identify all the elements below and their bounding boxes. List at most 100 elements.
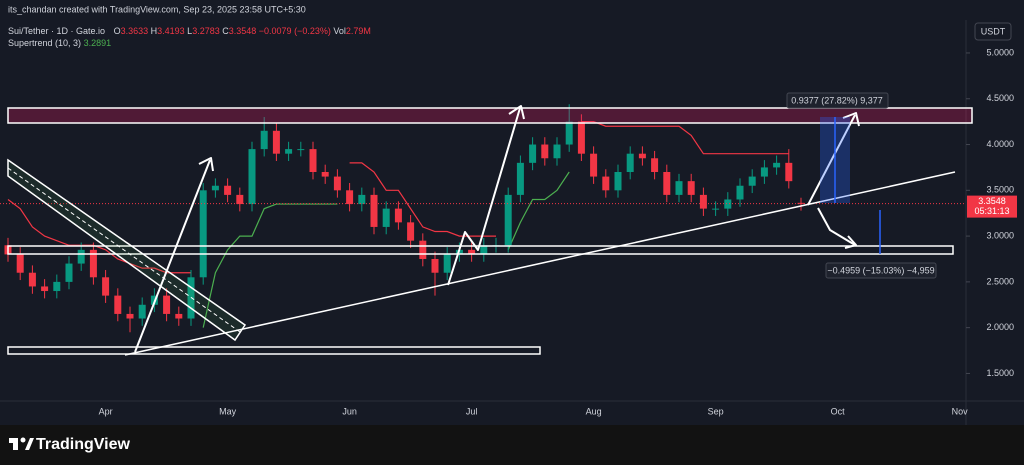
candle-body [211, 185, 219, 191]
currency-button[interactable] [974, 22, 1012, 41]
candle-body [309, 149, 317, 172]
candle-body [89, 249, 97, 278]
credit: its_chandan created with TradingView.com… [8, 4, 306, 14]
measure-label-box [825, 262, 937, 279]
candle-body [382, 208, 390, 227]
candle-body [663, 172, 671, 195]
arrow-head [508, 105, 525, 120]
ohlc-label: C [222, 26, 229, 36]
candle-body [199, 190, 207, 278]
candle-body [565, 121, 573, 145]
candle-body [529, 144, 537, 163]
x-tick-label: May [219, 406, 237, 416]
candle-body [248, 149, 256, 205]
brand-logo [9, 437, 34, 450]
candle-body [724, 199, 732, 209]
candle-body [590, 153, 598, 177]
candle-body [126, 313, 134, 319]
candle-body [712, 208, 720, 210]
candle-body [748, 176, 756, 186]
x-tick-label: Oct [831, 406, 846, 416]
candle-body [321, 172, 329, 177]
candle-body [553, 144, 561, 159]
measure-label: −0.4959 (−15.03%) −4,959 [827, 265, 934, 275]
candle-body [224, 185, 232, 195]
ohlc-value: 3.4193 [157, 26, 185, 36]
ohlc-value: 3.2783 [192, 26, 220, 36]
arrow-head [844, 235, 857, 249]
y-tick-label: 2.0000 [986, 322, 1014, 332]
candle-body [346, 190, 354, 205]
volume-label: Vol [333, 26, 346, 36]
candle-body [236, 194, 244, 205]
y-tick-label: 3.5000 [986, 185, 1014, 195]
indicator-line: Supertrend (10, 3) 3.2891 [8, 38, 111, 48]
candle-body [407, 222, 415, 241]
candle-body [285, 149, 293, 154]
resistance-zone [7, 107, 973, 124]
candle-body [297, 149, 305, 151]
candle-body [272, 130, 280, 154]
candle-body [541, 144, 549, 159]
candle-body [16, 254, 24, 273]
candle-body [516, 162, 524, 195]
candle-body [614, 172, 622, 191]
logo-part [13, 438, 18, 450]
candle-body [651, 158, 659, 172]
currency[interactable]: USDT [981, 26, 1006, 36]
y-tick-label: 1.5000 [986, 368, 1014, 378]
candle-body [431, 258, 439, 273]
y-tick-label: 4.5000 [986, 93, 1014, 103]
ohlc-label: L [187, 26, 192, 36]
supertrend-line [7, 198, 191, 274]
last-price-box [967, 195, 1017, 218]
candle-body [773, 162, 781, 168]
brand: TradingView [36, 436, 131, 453]
candle-body [687, 181, 695, 195]
candle-body [785, 162, 793, 182]
x-tick-label: Apr [99, 406, 113, 416]
ohlc-label: O [114, 26, 121, 36]
candle-body [443, 254, 451, 273]
arrow [134, 159, 211, 353]
y-tick-label: 3.0000 [986, 230, 1014, 240]
indicator-name: Supertrend (10, 3) [8, 38, 81, 48]
candle-body [260, 130, 268, 150]
ascending-trendline [124, 171, 956, 356]
last-price: 3.3548 [978, 196, 1006, 206]
supertrend-line [507, 171, 570, 251]
candle-body [53, 281, 61, 292]
candle-body [65, 263, 73, 282]
candle-body [41, 286, 49, 292]
arrow-head [842, 112, 860, 127]
volume: 2.79M [346, 26, 371, 36]
x-tick-label: Aug [586, 406, 602, 416]
y-tick-label: 2.5000 [986, 276, 1014, 286]
support-zone [7, 245, 954, 255]
logo-part [25, 438, 34, 450]
channel-midline [7, 167, 241, 333]
x-tick-label: Jul [466, 406, 478, 416]
footer-background [0, 425, 1024, 465]
candle-body [370, 194, 378, 227]
y-tick-label: 5.0000 [986, 47, 1014, 57]
countdown: 05:31:13 [974, 206, 1009, 216]
y-tick-label: 4.0000 [986, 139, 1014, 149]
supertrend-line [581, 121, 789, 155]
header-bar [0, 0, 1024, 20]
candle-body [77, 249, 85, 264]
candle-body [419, 240, 427, 259]
candle-body [138, 304, 146, 319]
drawings: 0.9377 (27.82%) 9,377 −0.4959 (−15.03%) … [7, 92, 973, 356]
candle-body [114, 295, 122, 314]
arrow [807, 114, 856, 206]
arrow [447, 107, 521, 286]
candle-body [163, 295, 171, 314]
candle-body [504, 194, 512, 246]
candle-body [468, 249, 476, 255]
base-zone [7, 346, 541, 355]
indicator-value: 3.2891 [84, 38, 112, 48]
arrow-head [198, 157, 214, 172]
candle-body [675, 181, 683, 195]
